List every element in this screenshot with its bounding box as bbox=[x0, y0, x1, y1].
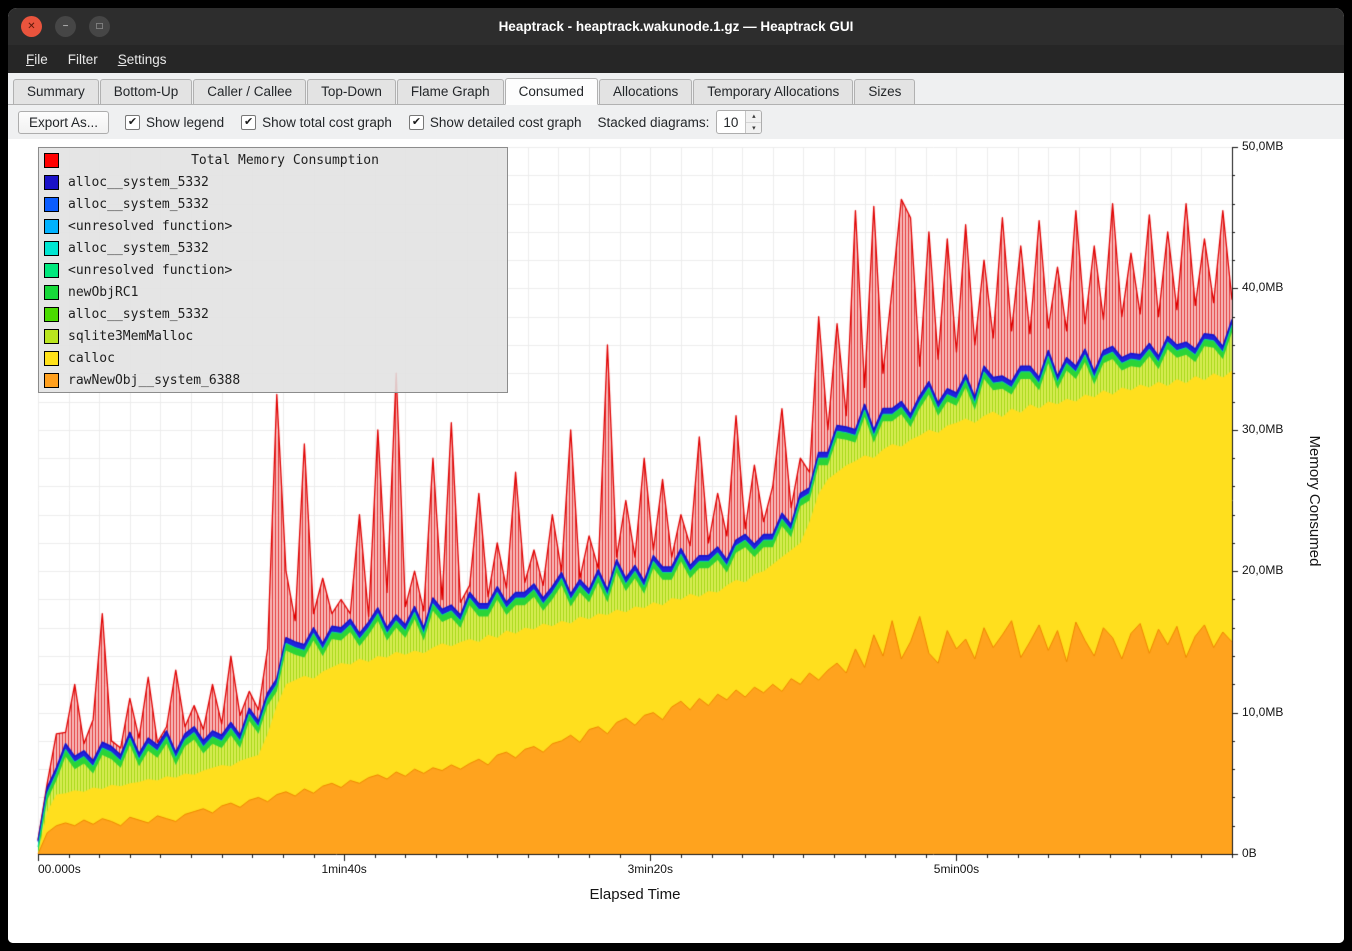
legend-item: alloc__system_5332 bbox=[39, 303, 507, 325]
tab-consumed[interactable]: Consumed bbox=[505, 78, 598, 105]
legend-title: Total Memory Consumption bbox=[68, 153, 502, 168]
x-tick-label: 1min40s bbox=[299, 862, 389, 876]
tab-caller-callee[interactable]: Caller / Callee bbox=[193, 79, 306, 105]
y-tick-label: 10,0MB bbox=[1242, 705, 1283, 719]
x-tick-label: 5min00s bbox=[911, 862, 1001, 876]
legend-item-label: calloc bbox=[68, 351, 115, 366]
legend-item-label: sqlite3MemMalloc bbox=[68, 329, 193, 344]
menu-item-settings[interactable]: Settings bbox=[108, 48, 177, 71]
spin-up-button[interactable]: ▴ bbox=[746, 111, 761, 123]
x-tick-label: 00.000s bbox=[38, 862, 81, 876]
tab-allocations[interactable]: Allocations bbox=[599, 79, 692, 105]
legend-item-label: <unresolved function> bbox=[68, 219, 232, 234]
maximize-icon: □ bbox=[96, 22, 102, 32]
menu-item-file[interactable]: File bbox=[16, 48, 58, 71]
legend-item-label: newObjRC1 bbox=[68, 285, 138, 300]
menu-item-filter[interactable]: Filter bbox=[58, 48, 108, 71]
legend-swatch bbox=[44, 197, 59, 212]
y-tick-label: 40,0MB bbox=[1242, 280, 1283, 294]
checkbox-box: ✔ bbox=[409, 115, 424, 130]
checkbox-label: Show detailed cost graph bbox=[430, 115, 582, 130]
legend-item: sqlite3MemMalloc bbox=[39, 325, 507, 347]
legend-swatch bbox=[44, 153, 59, 168]
x-tick-label: 3min20s bbox=[605, 862, 695, 876]
spin-arrows: ▴ ▾ bbox=[745, 111, 761, 133]
tab-flame-graph[interactable]: Flame Graph bbox=[397, 79, 504, 105]
legend: Total Memory Consumption alloc__system_53… bbox=[38, 147, 508, 393]
legend-swatch bbox=[44, 241, 59, 256]
legend-item-label: alloc__system_5332 bbox=[68, 307, 209, 322]
checkbox-box: ✔ bbox=[125, 115, 140, 130]
spin-down-button[interactable]: ▾ bbox=[746, 123, 761, 134]
tab-top-down[interactable]: Top-Down bbox=[307, 79, 396, 105]
check-icon: ✔ bbox=[412, 117, 421, 128]
app-window: ✕ − □ Heaptrack - heaptrack.wakunode.1.g… bbox=[8, 8, 1344, 943]
checkbox-show-total-cost-graph[interactable]: ✔ Show total cost graph bbox=[241, 115, 392, 130]
legend-swatch bbox=[44, 285, 59, 300]
y-tick-label: 30,0MB bbox=[1242, 422, 1283, 436]
stacked-diagrams-spinbox[interactable]: 10 ▴ ▾ bbox=[716, 110, 762, 134]
legend-item: calloc bbox=[39, 347, 507, 369]
stacked-diagrams-control: Stacked diagrams: 10 ▴ ▾ bbox=[598, 110, 763, 134]
legend-swatch bbox=[44, 263, 59, 278]
legend-item: rawNewObj__system_6388 bbox=[39, 369, 507, 391]
legend-swatch bbox=[44, 175, 59, 190]
legend-swatch bbox=[44, 329, 59, 344]
tab-temporary-allocations[interactable]: Temporary Allocations bbox=[693, 79, 853, 105]
legend-item-label: rawNewObj__system_6388 bbox=[68, 373, 240, 388]
legend-swatch bbox=[44, 373, 59, 388]
stacked-diagrams-value[interactable]: 10 bbox=[717, 111, 745, 133]
legend-title-row: Total Memory Consumption bbox=[39, 149, 507, 171]
maximize-button[interactable]: □ bbox=[89, 16, 110, 37]
legend-item-label: alloc__system_5332 bbox=[68, 175, 209, 190]
close-button[interactable]: ✕ bbox=[21, 16, 42, 37]
menubar: FileFilterSettings bbox=[8, 45, 1344, 73]
tab-summary[interactable]: Summary bbox=[13, 79, 99, 105]
stacked-diagrams-label: Stacked diagrams: bbox=[598, 115, 710, 130]
check-icon: ✔ bbox=[244, 117, 253, 128]
toolbar: Export As... ✔ Show legend ✔ Show total cos… bbox=[8, 105, 1344, 139]
y-tick-label: 0B bbox=[1242, 846, 1257, 860]
tab-sizes[interactable]: Sizes bbox=[854, 79, 915, 105]
export-as-button[interactable]: Export As... bbox=[18, 111, 109, 134]
y-axis-title: Memory Consumed bbox=[1306, 435, 1323, 566]
toolbar-checkboxes: ✔ Show legend ✔ Show total cost graph ✔ Show … bbox=[125, 115, 582, 130]
legend-swatch bbox=[44, 351, 59, 366]
legend-swatch bbox=[44, 219, 59, 234]
tab-bottom-up[interactable]: Bottom-Up bbox=[100, 79, 193, 105]
y-tick-label: 50,0MB bbox=[1242, 139, 1283, 153]
minimize-button[interactable]: − bbox=[55, 16, 76, 37]
close-icon: ✕ bbox=[27, 22, 35, 32]
chart-region: Total Memory Consumption alloc__system_53… bbox=[8, 139, 1344, 943]
minimize-icon: − bbox=[63, 22, 69, 32]
legend-item: <unresolved function> bbox=[39, 259, 507, 281]
window-controls: ✕ − □ bbox=[21, 8, 110, 45]
y-tick-label: 20,0MB bbox=[1242, 563, 1283, 577]
check-icon: ✔ bbox=[128, 117, 137, 128]
legend-item: alloc__system_5332 bbox=[39, 237, 507, 259]
legend-swatch bbox=[44, 307, 59, 322]
legend-item: alloc__system_5332 bbox=[39, 193, 507, 215]
x-axis-title: Elapsed Time bbox=[555, 886, 715, 903]
checkbox-label: Show total cost graph bbox=[262, 115, 392, 130]
legend-item: newObjRC1 bbox=[39, 281, 507, 303]
window-title: Heaptrack - heaptrack.wakunode.1.gz — He… bbox=[8, 19, 1344, 34]
tab-bar: SummaryBottom-UpCaller / CalleeTop-DownF… bbox=[8, 73, 1344, 105]
legend-item-label: alloc__system_5332 bbox=[68, 197, 209, 212]
legend-item-label: <unresolved function> bbox=[68, 263, 232, 278]
legend-item-label: alloc__system_5332 bbox=[68, 241, 209, 256]
legend-item: <unresolved function> bbox=[39, 215, 507, 237]
checkbox-show-legend[interactable]: ✔ Show legend bbox=[125, 115, 224, 130]
checkbox-box: ✔ bbox=[241, 115, 256, 130]
titlebar: ✕ − □ Heaptrack - heaptrack.wakunode.1.g… bbox=[8, 8, 1344, 45]
checkbox-show-detailed-cost-graph[interactable]: ✔ Show detailed cost graph bbox=[409, 115, 582, 130]
legend-item: alloc__system_5332 bbox=[39, 171, 507, 193]
checkbox-label: Show legend bbox=[146, 115, 224, 130]
